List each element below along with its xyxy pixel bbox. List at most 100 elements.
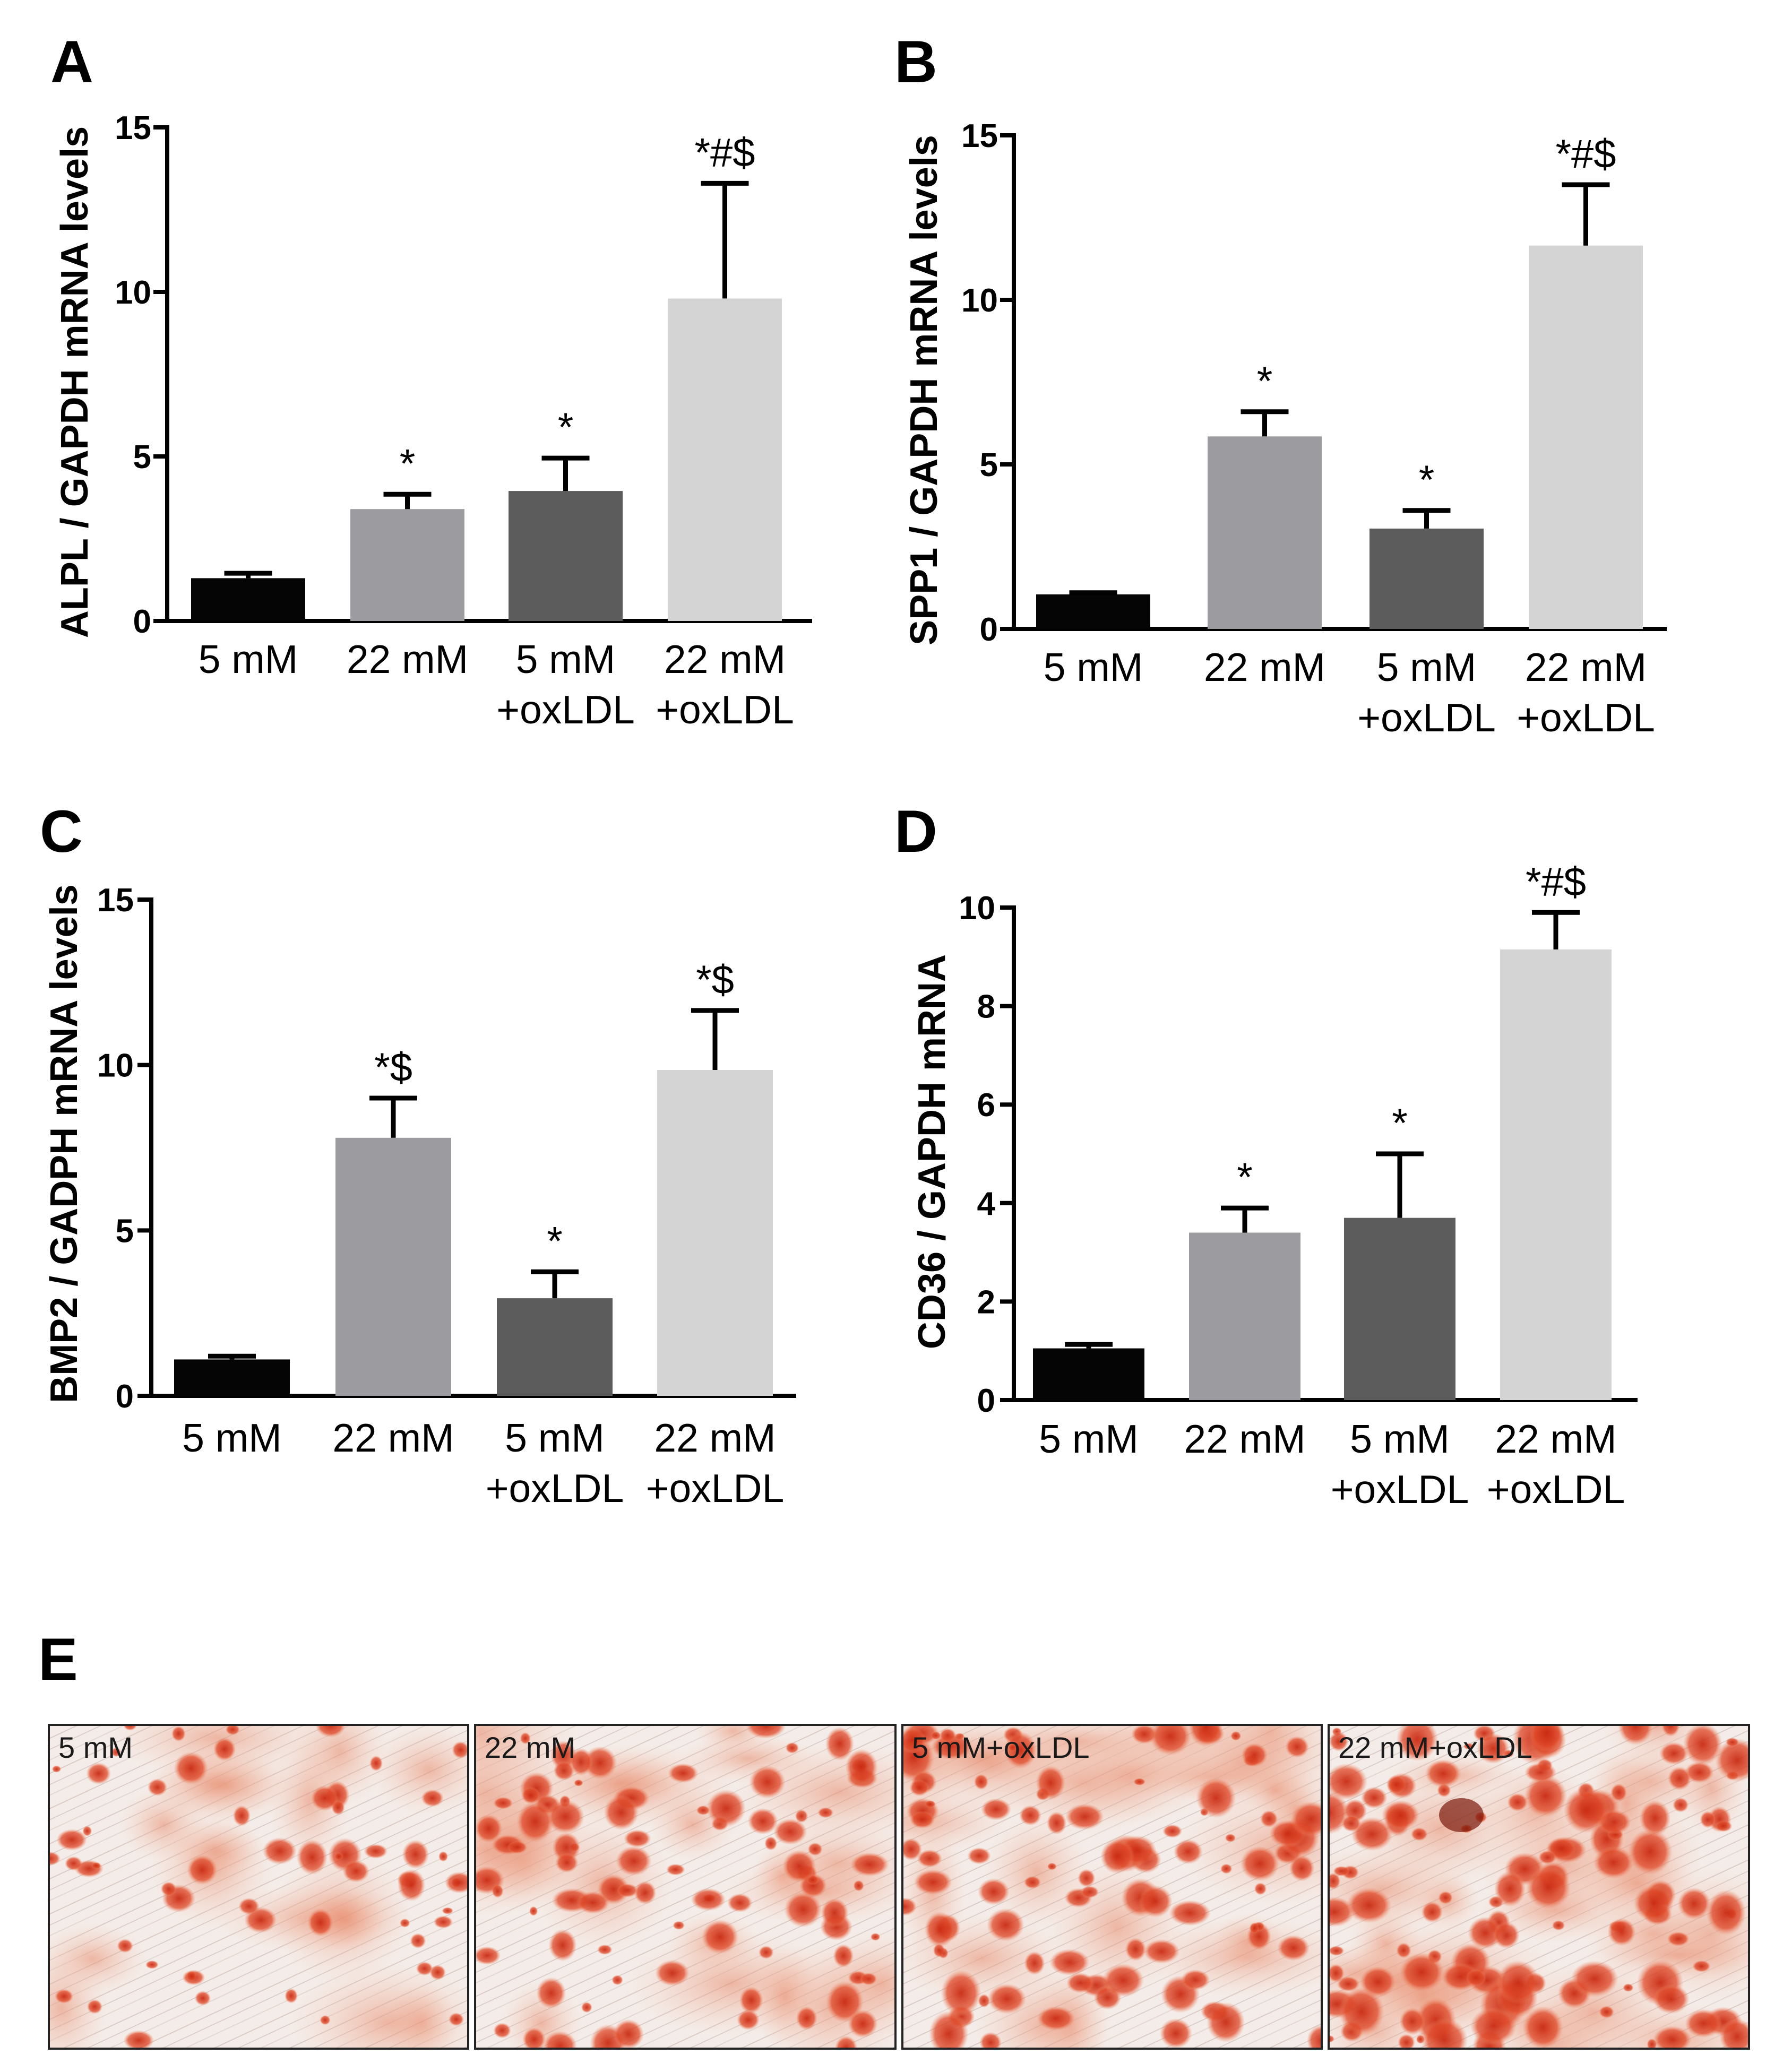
- calcium-deposit: [1421, 1901, 1443, 1923]
- calcium-deposit: [597, 1944, 613, 1955]
- calcium-deposit: [616, 1883, 639, 1898]
- micrograph-label: 22 mM: [485, 1731, 575, 1764]
- stain-haze: [272, 1848, 411, 1984]
- bar: [657, 1070, 773, 1396]
- calcium-deposit: [1341, 1815, 1362, 1832]
- calcium-deposit: [421, 1789, 444, 1807]
- calcium-deposit: [1139, 1885, 1173, 1918]
- category-label: 22 mM: [1525, 645, 1647, 689]
- calcium-deposit: [1628, 1828, 1673, 1875]
- y-tick-label: 10: [115, 274, 151, 311]
- calcium-deposit: [1102, 1963, 1144, 1997]
- calcium-deposit: [232, 1805, 251, 1826]
- calcium-deposit: [785, 1742, 799, 1754]
- calcium-deposit: [773, 1818, 807, 1845]
- calcium-deposit: [1181, 1969, 1210, 1990]
- category-label: 5 mM: [1044, 645, 1143, 689]
- calcium-deposit: [1466, 1969, 1486, 1987]
- calcium-deposit: [492, 1884, 504, 1898]
- calcium-deposit: [1173, 1839, 1203, 1864]
- micrograph-image: 5 mM: [48, 1724, 469, 2050]
- bar: [1344, 1218, 1455, 1400]
- calcium-deposit: [1623, 1983, 1634, 1992]
- calcium-deposit: [825, 1726, 854, 1761]
- calcium-deposit: [145, 1960, 159, 1969]
- calcium-deposit: [51, 1765, 62, 1773]
- category-label: 22 mM: [654, 1415, 776, 1460]
- stain-haze: [369, 1725, 468, 1815]
- calcium-deposit: [701, 1919, 739, 1954]
- calcium-deposit: [737, 2009, 760, 2030]
- calcium-deposit: [987, 1908, 1024, 1942]
- calcium-deposit: [939, 1728, 957, 1742]
- bar: [1369, 528, 1484, 629]
- calcium-deposit: [1652, 1984, 1690, 2014]
- calcium-deposit: [82, 1825, 92, 1836]
- calcium-deposit: [442, 1907, 454, 1914]
- calcium-deposit: [1329, 1946, 1345, 1956]
- calcium-deposit: [1285, 1736, 1310, 1758]
- y-tick-label: 5: [116, 1213, 134, 1249]
- calcium-deposit: [522, 2027, 546, 2049]
- calcium-deposit: [1507, 1793, 1528, 1812]
- calcium-deposit: [398, 1869, 426, 1902]
- calcium-deposit: [850, 1852, 889, 1877]
- calcium-deposit: [433, 1915, 453, 1929]
- calcium-deposit: [410, 1933, 426, 1949]
- panel-letter: B: [894, 29, 937, 95]
- calcium-deposit: [91, 1862, 101, 1869]
- calcium-deposit: [123, 1725, 137, 1731]
- stain-haze: [119, 1786, 208, 1862]
- calcium-deposit: [933, 1943, 945, 1958]
- calcium-deposit: [1360, 1786, 1388, 1809]
- calcium-deposit: [845, 1749, 878, 1785]
- calcium-deposit: [914, 1869, 952, 1895]
- bar: [668, 298, 782, 621]
- calcium-deposit: [1351, 1817, 1393, 1851]
- calcium-deposit: [1593, 1846, 1634, 1879]
- calcium-deposit: [1692, 1960, 1711, 1973]
- calcium-deposit: [493, 2023, 511, 2039]
- calcium-deposit: [364, 1844, 388, 1859]
- calcium-deposit: [917, 1849, 942, 1868]
- calcium-deposit: [1425, 1759, 1461, 1788]
- calcium-deposit: [581, 2001, 592, 2013]
- calcium-deposit: [749, 1765, 786, 1799]
- calcium-deposit: [807, 1842, 823, 1856]
- category-label: 22 mM: [1495, 1417, 1616, 1461]
- calcium-deposit: [555, 1852, 579, 1873]
- calcium-deposit: [449, 2013, 464, 2026]
- calcium-deposit: [1260, 1810, 1278, 1828]
- calcium-deposit: [616, 1846, 652, 1876]
- calcium-deposit: [1036, 1765, 1066, 1800]
- bar: [1036, 594, 1150, 629]
- calcium-deposit: [925, 1800, 936, 1808]
- calcium-deposit: [1337, 1976, 1360, 1992]
- calcium-deposit: [536, 1977, 566, 2009]
- calcium-deposit: [1188, 1725, 1223, 1747]
- calcium-deposit: [1685, 2009, 1722, 2038]
- calcium-deposit: [1169, 1900, 1211, 1926]
- calcium-deposit: [979, 2032, 1002, 2049]
- calcium-deposit: [1677, 1887, 1711, 1920]
- calcium-deposit: [624, 1829, 651, 1847]
- significance-marker: *#$: [694, 130, 755, 175]
- calcium-deposit: [978, 1878, 1010, 1905]
- calcium-deposit: [320, 2015, 331, 2025]
- panel-letter: E: [38, 1626, 78, 1693]
- category-label: 5 mM: [1377, 645, 1477, 689]
- y-tick-label: 10: [97, 1048, 134, 1084]
- calcium-deposit: [1100, 1838, 1135, 1874]
- calcium-deposit: [1715, 1738, 1749, 1782]
- calcium-deposit: [1225, 1834, 1236, 1843]
- calcium-deposit: [334, 1852, 343, 1861]
- calcium-deposit: [833, 1944, 854, 1968]
- calcium-deposit: [902, 1838, 923, 1861]
- calcium-deposit: [1290, 1801, 1322, 1837]
- calcium-deposit: [1661, 1725, 1680, 1737]
- calcium-deposit: [902, 1727, 926, 1754]
- y-tick-label: 4: [977, 1186, 996, 1222]
- calcium-deposit: [1306, 2024, 1322, 2049]
- calcium-deposit: [795, 1809, 808, 1823]
- category-label: 5 mM: [199, 637, 298, 681]
